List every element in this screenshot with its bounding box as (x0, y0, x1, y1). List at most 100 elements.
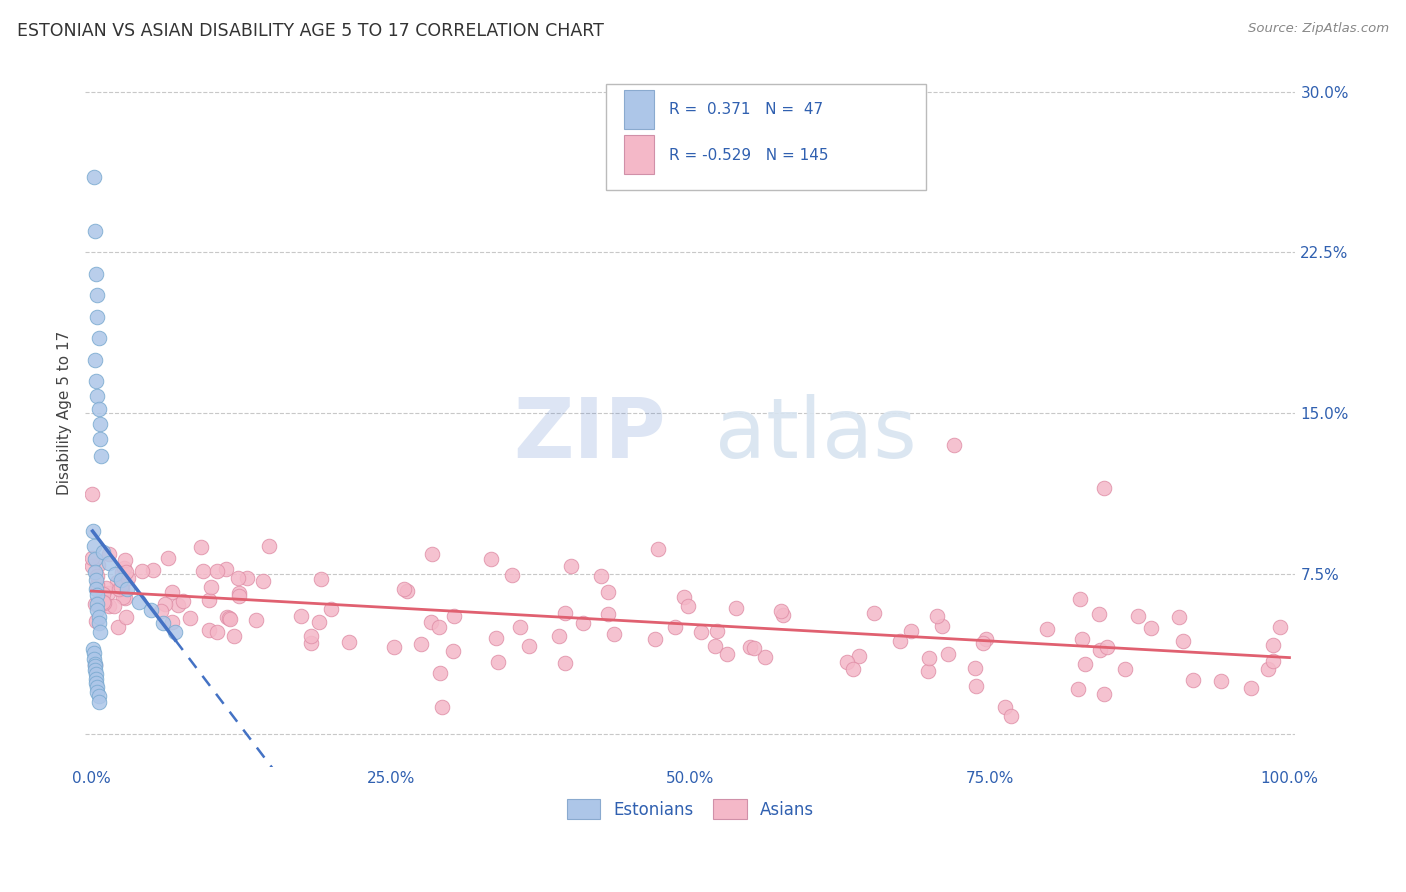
Point (485, 632, 508, 646)
Point (900, 624, 922, 638)
Point (1036, 622, 1059, 636)
Point (107, 582, 129, 596)
Point (83, 646, 105, 660)
Point (501, 567, 523, 582)
Text: atlas: atlas (714, 393, 917, 475)
Point (110, 573, 132, 587)
Point (554, 657, 576, 671)
Point (1000, 709, 1022, 723)
Point (1261, 654, 1284, 668)
Point (87, 689, 110, 703)
Text: R = -0.529   N = 145: R = -0.529 N = 145 (669, 148, 828, 162)
Point (117, 571, 139, 585)
Point (86, 681, 108, 695)
Point (86, 310, 108, 324)
Point (1126, 609, 1149, 624)
FancyBboxPatch shape (606, 85, 927, 190)
Point (84, 224, 107, 238)
Point (86, 603, 108, 617)
Point (167, 598, 190, 612)
Point (1181, 673, 1204, 687)
Point (1257, 662, 1279, 676)
Point (84, 597, 107, 611)
Point (112, 561, 135, 575)
Point (82, 641, 104, 656)
Point (83, 539, 105, 553)
Point (382, 640, 405, 654)
Point (107, 574, 129, 589)
Point (936, 648, 959, 662)
Point (86, 568, 108, 582)
Point (598, 584, 620, 599)
Point (703, 640, 725, 654)
Point (93, 545, 115, 559)
Point (1173, 634, 1195, 648)
Point (97, 599, 120, 614)
Point (82, 550, 104, 565)
Point (228, 571, 250, 585)
Point (191, 564, 214, 578)
Point (86, 684, 108, 698)
Text: ZIP: ZIP (513, 393, 666, 475)
Point (91, 595, 114, 609)
Point (647, 542, 669, 557)
Point (87, 558, 110, 572)
Point (644, 632, 666, 646)
Point (111, 565, 134, 579)
Point (245, 613, 267, 627)
Point (84, 667, 107, 681)
Point (104, 566, 127, 581)
Point (925, 608, 948, 623)
Point (591, 569, 613, 583)
Point (83, 652, 105, 666)
Point (83, 170, 105, 185)
Point (117, 582, 139, 596)
Point (115, 610, 138, 624)
Point (91, 587, 114, 601)
Text: ESTONIAN VS ASIAN DISABILITY AGE 5 TO 17 CORRELATION CHART: ESTONIAN VS ASIAN DISABILITY AGE 5 TO 17… (17, 22, 603, 40)
Point (1263, 638, 1285, 652)
Point (84, 676, 107, 690)
Point (972, 636, 994, 650)
Point (1090, 643, 1112, 657)
Point (86, 597, 108, 611)
Point (299, 630, 322, 644)
Point (602, 627, 624, 641)
Point (931, 618, 953, 632)
Point (87, 695, 110, 709)
Point (228, 586, 250, 600)
Point (837, 655, 859, 669)
Point (153, 598, 176, 612)
Point (87, 331, 110, 345)
Point (319, 601, 342, 615)
Point (103, 599, 125, 613)
Point (740, 640, 762, 655)
Point (420, 615, 443, 629)
Point (228, 589, 250, 603)
Point (165, 624, 187, 639)
Point (976, 632, 998, 647)
Point (87, 401, 110, 416)
Point (744, 640, 766, 655)
Point (598, 607, 620, 621)
Point (1067, 681, 1090, 696)
Point (86, 288, 108, 302)
Point (89, 417, 111, 431)
Point (84, 658, 107, 673)
Point (200, 580, 222, 594)
Point (339, 635, 361, 649)
Point (517, 639, 540, 653)
Point (443, 609, 465, 624)
Point (160, 584, 183, 599)
Point (89, 624, 111, 639)
Point (889, 633, 911, 648)
Point (994, 700, 1017, 714)
Point (509, 620, 531, 634)
Point (217, 610, 239, 624)
Point (725, 601, 748, 615)
Point (676, 599, 699, 613)
Point (252, 574, 274, 588)
Point (93, 596, 115, 610)
Point (222, 629, 245, 643)
Point (198, 593, 221, 607)
